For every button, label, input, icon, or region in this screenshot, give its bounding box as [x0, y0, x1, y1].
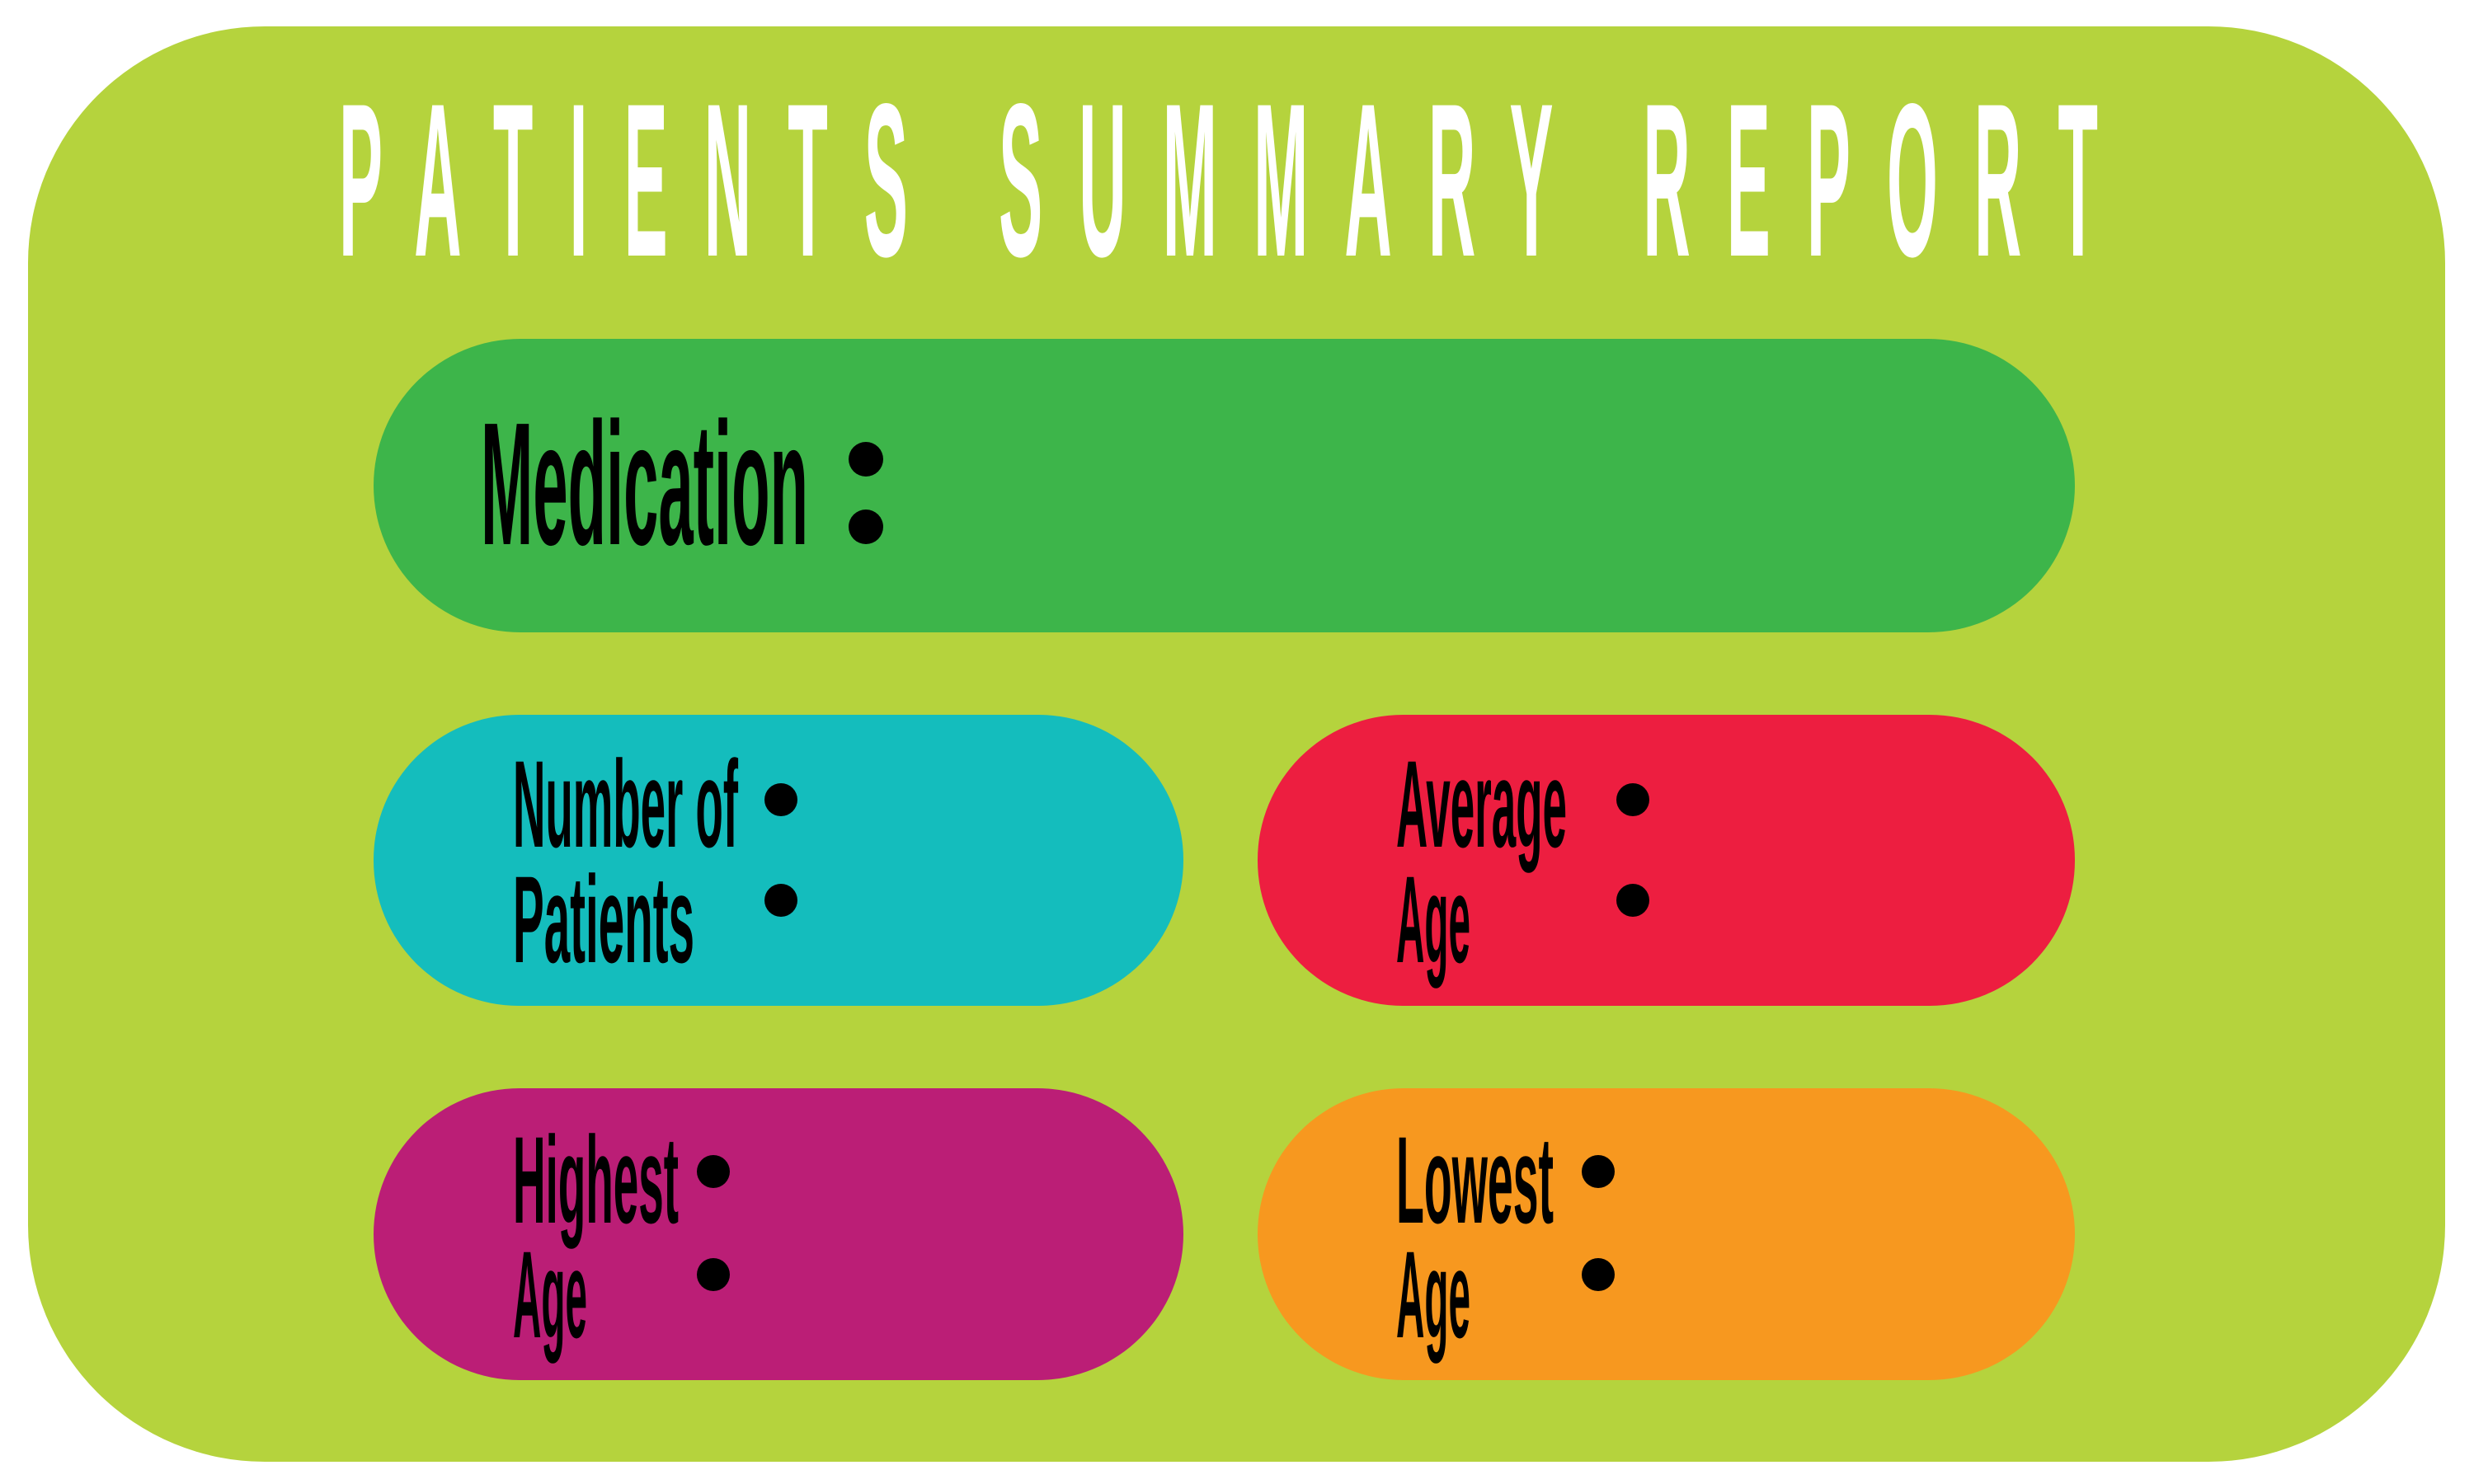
colon-dot: [1582, 1155, 1615, 1188]
colon-dot: [697, 1258, 730, 1291]
colon-dot: [1582, 1258, 1615, 1291]
highest-age-label-line2: Age: [513, 1225, 587, 1364]
medication-pill: [374, 339, 2075, 632]
patients-card: Number of Patients: [374, 715, 1183, 1006]
patients-label-line1: Number of: [513, 735, 738, 873]
lowest-age-pill: [1258, 1088, 2075, 1380]
average-age-label-line1: Average: [1396, 735, 1567, 873]
average-age-label-line2: Age: [1396, 850, 1470, 989]
colon-dot: [697, 1155, 730, 1188]
highest-age-label-line1: Highest: [513, 1111, 679, 1249]
lowest-age-label-line2: Age: [1396, 1225, 1470, 1364]
highest-age-pill: [374, 1088, 1183, 1380]
highest-age-card: Highest Age: [374, 1088, 1183, 1380]
colon-dot: [764, 783, 797, 816]
lowest-age-card: Lowest Age: [1258, 1088, 2075, 1380]
colon-dot: [1616, 783, 1649, 816]
medication-label: Medication: [481, 386, 808, 581]
average-age-card: Average Age: [1258, 715, 2075, 1006]
medication-card: Medication: [374, 339, 2075, 632]
patients-label-line2: Patients: [513, 850, 694, 989]
colon-dot: [1616, 884, 1649, 917]
colon-dot: [849, 510, 883, 544]
colon-dot: [764, 884, 797, 917]
average-age-pill: [1258, 715, 2075, 1006]
patients-pill: [374, 715, 1183, 1006]
colon-dot: [849, 442, 883, 477]
lowest-age-label-line1: Lowest: [1396, 1111, 1554, 1249]
